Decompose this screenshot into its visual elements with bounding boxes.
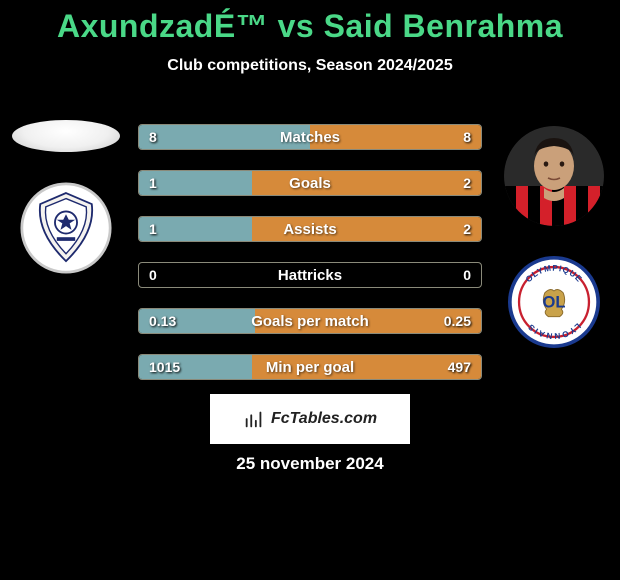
- stat-row: 1Assists2: [138, 216, 482, 242]
- page-title: AxundzadÉ™ vs Said Benrahma: [0, 0, 620, 45]
- stat-label: Goals per match: [139, 313, 481, 330]
- stat-row: 1015Min per goal497: [138, 354, 482, 380]
- fctables-logo-icon: [243, 408, 265, 430]
- stat-value-right: 2: [463, 221, 471, 237]
- stat-label: Hattricks: [139, 267, 481, 284]
- stat-label: Matches: [139, 129, 481, 146]
- stat-value-right: 0: [463, 267, 471, 283]
- stat-row: 1Goals2: [138, 170, 482, 196]
- stat-value-right: 497: [448, 359, 471, 375]
- attribution-badge[interactable]: FcTables.com: [210, 394, 410, 444]
- stats-table: 8Matches8 1Goals2 1Assists2 0Hattricks0 0.13…: [138, 124, 482, 380]
- stat-row: 8Matches8: [138, 124, 482, 150]
- qarabag-badge-icon: [20, 182, 112, 274]
- title-player2: Said Benrahma: [324, 8, 563, 44]
- comparison-card: AxundzadÉ™ vs Said Benrahma Club competi…: [0, 0, 620, 580]
- stat-label: Assists: [139, 221, 481, 238]
- right-column: OLYMPIQUE LYONNAIS OL: [494, 126, 614, 348]
- player2-club-badge: OLYMPIQUE LYONNAIS OL: [508, 256, 600, 348]
- stat-label: Goals: [139, 175, 481, 192]
- player2-photo-icon: [504, 126, 604, 226]
- title-player1: AxundzadÉ™: [57, 8, 268, 44]
- player1-photo: [12, 120, 120, 152]
- lyon-badge-icon: OLYMPIQUE LYONNAIS OL: [508, 256, 600, 348]
- title-vs: vs: [278, 8, 315, 44]
- date-label: 25 november 2024: [0, 454, 620, 474]
- attribution-text: FcTables.com: [271, 410, 377, 428]
- subtitle: Club competitions, Season 2024/2025: [0, 57, 620, 75]
- stat-row: 0.13Goals per match0.25: [138, 308, 482, 334]
- stat-value-right: 2: [463, 175, 471, 191]
- stat-value-right: 0.25: [444, 313, 471, 329]
- stat-label: Min per goal: [139, 359, 481, 376]
- player1-club-badge: [20, 182, 112, 274]
- stat-value-right: 8: [463, 129, 471, 145]
- stat-row: 0Hattricks0: [138, 262, 482, 288]
- svg-text:OL: OL: [543, 293, 566, 312]
- left-column: [6, 120, 126, 274]
- player2-photo: [504, 126, 604, 226]
